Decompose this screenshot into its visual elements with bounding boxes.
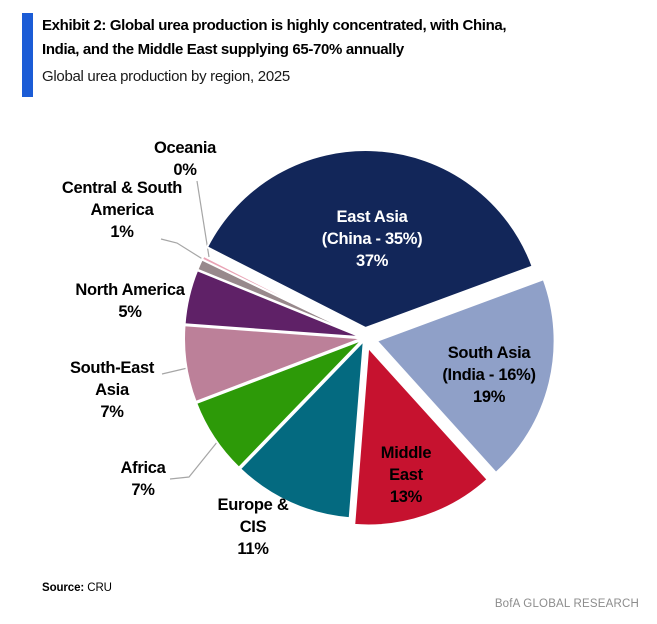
brand-footer: BofA GLOBAL RESEARCH xyxy=(494,598,639,610)
source-line: Source: CRU xyxy=(42,582,112,594)
chart-subtitle: Global urea production by region, 2025 xyxy=(42,68,290,85)
exhibit-title-line-2: India, and the Middle East supplying 65-… xyxy=(42,41,404,58)
source-label: Source: xyxy=(42,582,85,594)
pie-slice-middle-east xyxy=(353,346,489,527)
header-text: Exhibit 2: Global urea production is hig… xyxy=(42,13,507,97)
pie-slices xyxy=(183,149,556,527)
leader-line-africa xyxy=(169,440,219,480)
pie-slice-europe-cis xyxy=(239,339,365,520)
leader-line-oceania xyxy=(196,180,210,258)
pie-slice-south-asia xyxy=(375,278,556,474)
exhibit-header: Exhibit 2: Global urea production is hig… xyxy=(22,13,507,97)
accent-bar xyxy=(22,13,33,97)
pie-slice-oceania xyxy=(201,254,364,338)
source-value: CRU xyxy=(87,582,112,594)
pie-slice-south-east-asia xyxy=(183,324,363,403)
pie-slice-africa xyxy=(195,338,364,469)
exhibit-title-line-1: Exhibit 2: Global urea production is hig… xyxy=(42,17,507,34)
pie-slice-east-asia xyxy=(206,149,534,329)
